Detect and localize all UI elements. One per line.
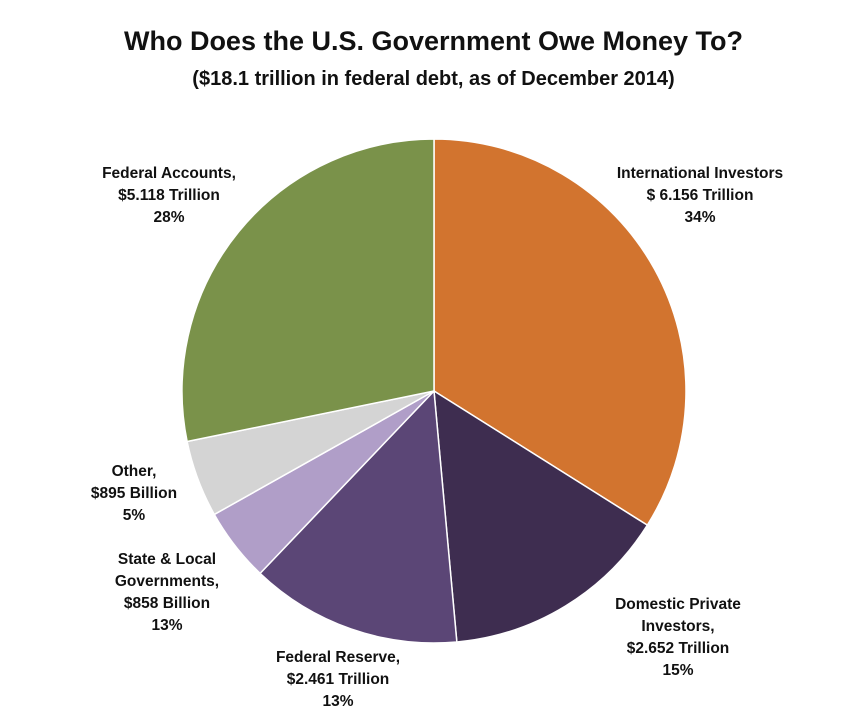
slice-label-domestic-private-investors: Domestic Private Investors, $2.652 Trill… [615,596,741,679]
slice-label-federal-accounts: Federal Accounts, $5.118 Trillion 28% [102,165,236,226]
slice-label-federal-reserve: Federal Reserve, $2.461 Trillion 13% [275,649,401,710]
chart-subtitle: ($18.1 trillion in federal debt, as of D… [192,68,675,90]
pie-slice-federal-accounts [181,138,435,443]
slice-label-international-investors: International Investors $ 6.156 Trillion… [616,165,784,226]
pie-slice-international-investors [433,138,687,527]
chart-title: Who Does the U.S. Government Owe Money T… [123,26,744,56]
slice-label-state-local-governments: State & Local Governments, $858 Billion … [114,551,220,634]
slice-label-other: Other, $895 Billion 5% [90,463,178,524]
pie-slice-domestic-private-investors [433,389,649,643]
pie-slice-federal-reserve [259,389,458,644]
